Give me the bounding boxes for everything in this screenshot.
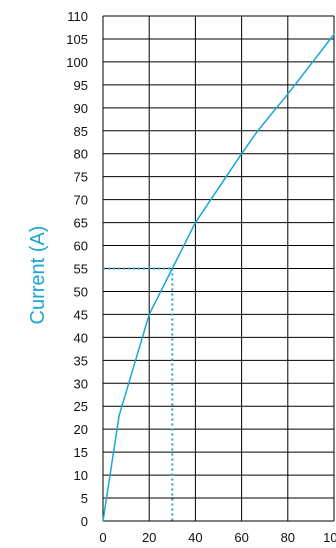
y-tick-label: 80 <box>74 147 88 162</box>
y-tick-label: 20 <box>74 422 88 437</box>
y-tick-label: 40 <box>74 330 88 345</box>
y-tick-label: 65 <box>74 216 88 231</box>
y-tick-label: 5 <box>81 491 88 506</box>
y-tick-label: 15 <box>74 445 88 460</box>
series-line <box>102 33 335 522</box>
data-point <box>148 313 150 316</box>
y-tick-label: 85 <box>74 124 88 139</box>
y-tick-label: 55 <box>74 262 88 277</box>
y-tick-label: 95 <box>74 78 88 93</box>
y-axis-label: Current (A) <box>27 226 49 325</box>
data-point <box>287 93 289 95</box>
y-tick-label: 110 <box>67 9 88 24</box>
data-point <box>217 187 220 189</box>
series-layer <box>102 33 335 522</box>
x-tick-label: 0 <box>99 530 106 545</box>
x-tick-label: 60 <box>234 530 248 545</box>
x-tick-label: 20 <box>142 530 156 545</box>
x-tick-label: 100 <box>323 530 336 545</box>
y-tick-label: 35 <box>74 353 88 368</box>
data-point <box>171 267 174 270</box>
y-tick-label: 0 <box>81 514 88 529</box>
y-tick-label: 90 <box>74 101 88 116</box>
y-tick-label: 105 <box>66 32 88 47</box>
y-tick-label: 10 <box>74 468 88 483</box>
data-point <box>102 520 104 522</box>
y-tick-label: 75 <box>74 170 88 185</box>
data-point <box>333 33 335 36</box>
x-tick-labels: 0 20 40 60 80 100 <box>99 530 336 545</box>
x-tick-label: 40 <box>188 530 202 545</box>
x-tick-label: 80 <box>281 530 295 545</box>
data-point <box>240 152 243 155</box>
y-tick-label: 45 <box>74 307 88 322</box>
y-tick-label: 50 <box>74 284 88 299</box>
y-tick-label: 25 <box>74 399 88 414</box>
y-tick-label: 100 <box>66 55 88 70</box>
guide-lines <box>103 267 174 521</box>
data-point <box>118 414 120 417</box>
y-tick-label: 30 <box>74 376 88 391</box>
y-tick-label: 70 <box>74 193 88 208</box>
data-point <box>256 129 259 132</box>
data-point <box>194 221 197 224</box>
y-tick-labels: 0 5 10 15 20 25 30 35 40 45 50 55 60 65 70 75 80 85 90 95 10… <box>66 9 88 529</box>
y-tick-label: 60 <box>74 239 88 254</box>
grid <box>102 15 335 522</box>
